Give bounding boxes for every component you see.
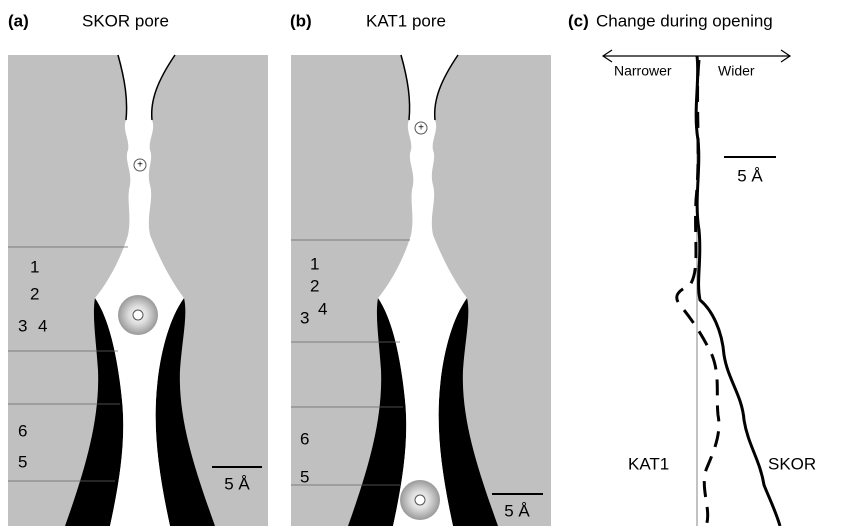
panel-b: + (b) KAT1 pore 1 2 3 4 6 5 5 Å <box>290 11 551 526</box>
residue: 4 <box>38 316 47 335</box>
residue: 5 <box>300 467 309 486</box>
scale-bar: 5 Å <box>224 474 250 493</box>
curve-label: SKOR <box>768 454 816 473</box>
scale-bar: 5 Å <box>504 501 530 520</box>
panel-label: (c) <box>568 11 589 30</box>
residue: 1 <box>30 257 39 276</box>
residue: 2 <box>310 276 319 295</box>
panel-c: (c) Change during opening Narrower Wider… <box>568 11 816 526</box>
panel-label: (b) <box>290 11 312 30</box>
curve-label: KAT1 <box>628 454 669 473</box>
residue: 4 <box>318 299 327 318</box>
panel-title: Change during opening <box>596 11 773 30</box>
panel-title: KAT1 pore <box>366 11 446 30</box>
residue: 1 <box>310 254 319 273</box>
panel-label: (a) <box>8 11 29 30</box>
scale-bar: 5 Å <box>737 166 763 185</box>
arrow-label: Wider <box>718 63 755 79</box>
arrow-label: Narrower <box>614 63 672 79</box>
residue: 2 <box>30 284 39 303</box>
residue: 5 <box>18 452 27 471</box>
panel-title: SKOR pore <box>82 11 169 30</box>
residue: 3 <box>18 316 27 335</box>
panel-a: + (a) SKOR pore 1 2 3 4 6 5 5 Å <box>8 11 268 526</box>
svg-text:+: + <box>418 123 424 134</box>
svg-text:+: + <box>137 160 143 171</box>
residue: 6 <box>18 421 27 440</box>
residue: 3 <box>300 308 309 327</box>
figure: + (a) SKOR pore 1 2 3 4 6 5 5 Å + (b) KA… <box>0 0 852 526</box>
residue: 6 <box>300 429 309 448</box>
